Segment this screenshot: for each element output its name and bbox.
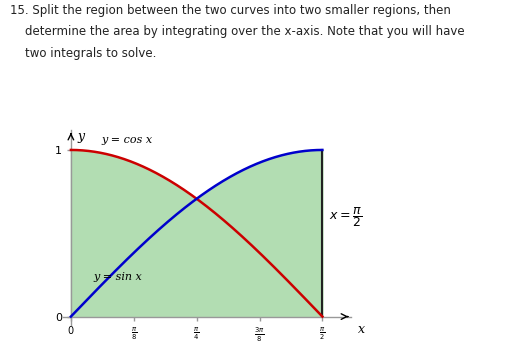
Text: y: y [78,130,84,143]
Text: x: x [357,323,365,336]
Text: $x = \dfrac{\pi}{2}$: $x = \dfrac{\pi}{2}$ [329,205,362,229]
Text: two integrals to solve.: two integrals to solve. [10,47,157,60]
Text: y = cos x: y = cos x [101,135,152,145]
Text: 15. Split the region between the two curves into two smaller regions, then: 15. Split the region between the two cur… [10,4,451,17]
Text: y = sin x: y = sin x [93,272,142,282]
Text: determine the area by integrating over the x-axis. Note that you will have: determine the area by integrating over t… [10,25,465,38]
